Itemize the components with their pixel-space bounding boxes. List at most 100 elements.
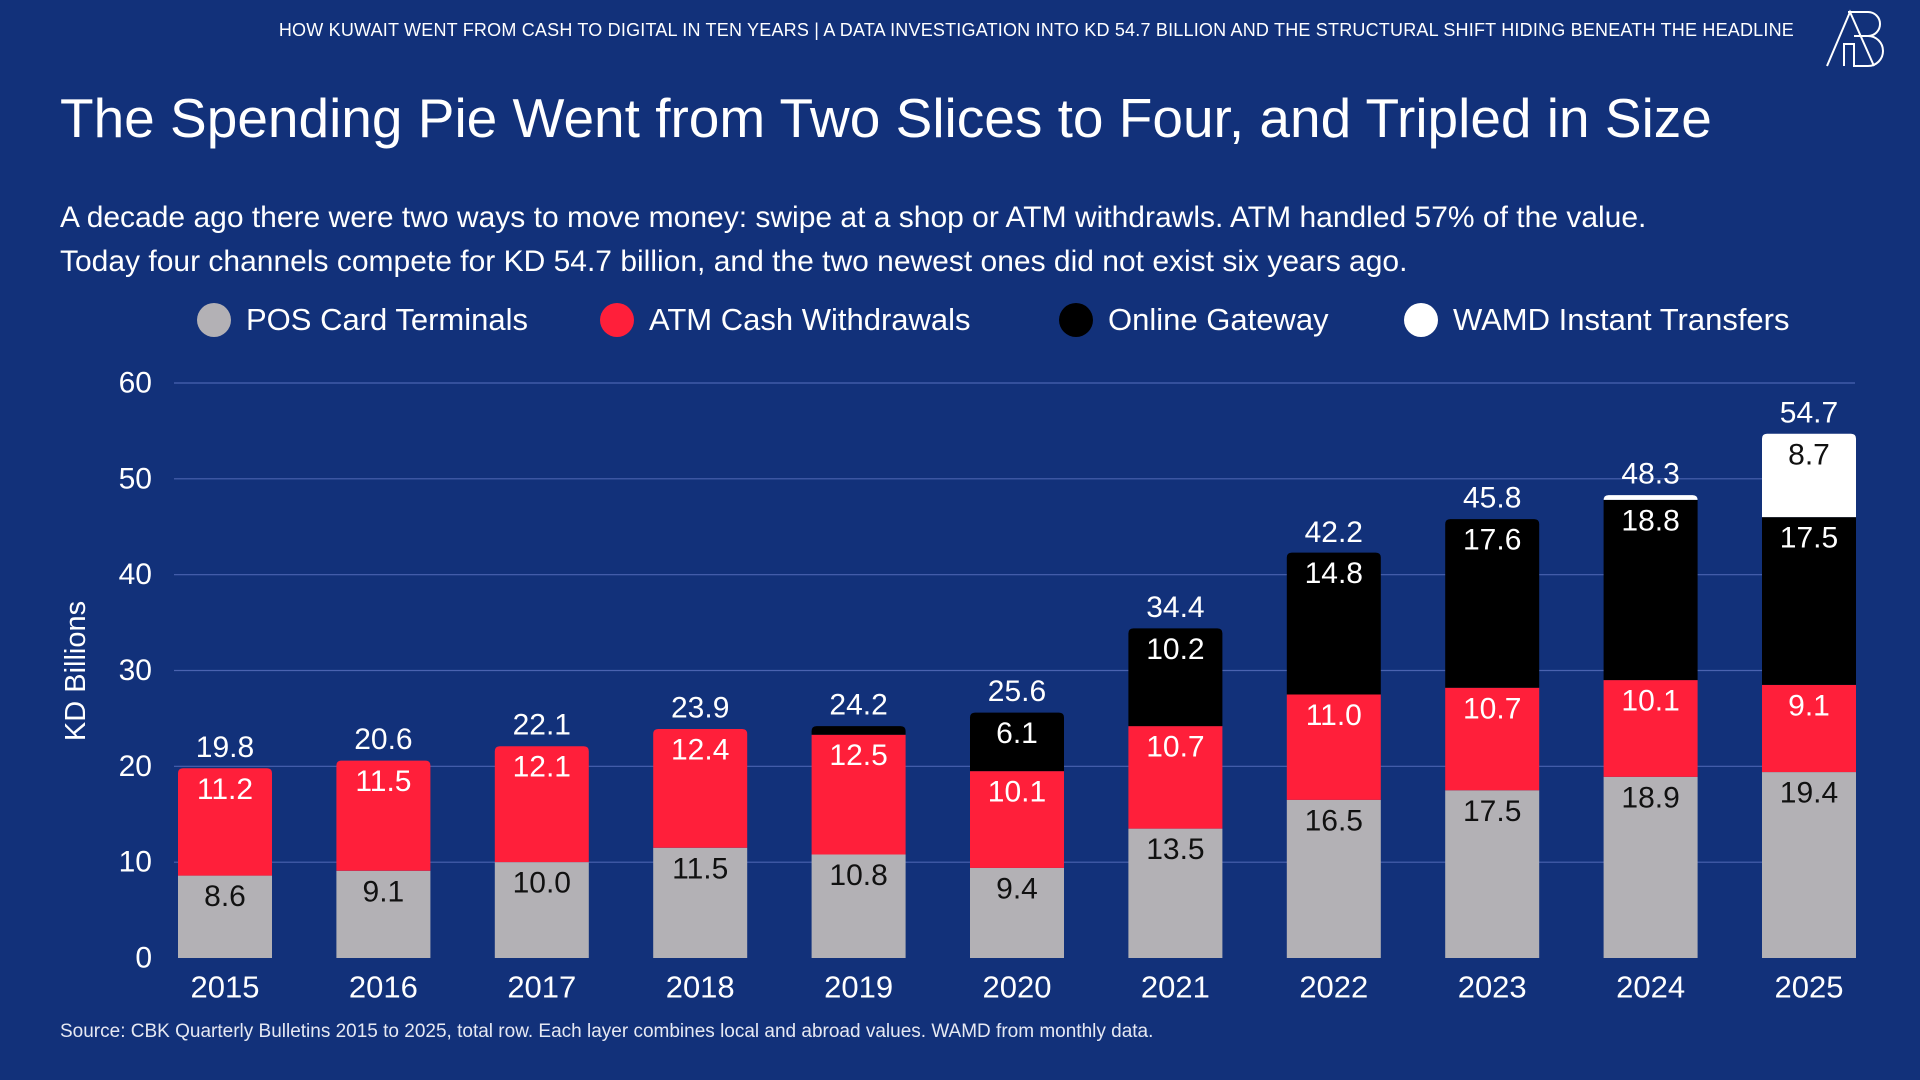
total-label: 34.4 xyxy=(1146,591,1204,624)
x-tick-label: 2015 xyxy=(191,970,260,1005)
bar-segment xyxy=(653,728,748,848)
bar-segment xyxy=(178,875,272,958)
source-note: Source: CBK Quarterly Bulletins 2015 to … xyxy=(60,1021,1154,1042)
legend: POS Card Terminals ATM Cash Withdrawals … xyxy=(0,302,1920,344)
bar-group-2025 xyxy=(1762,433,1856,958)
total-label: 42.2 xyxy=(1305,516,1363,549)
bar-group-2015 xyxy=(178,768,272,958)
bar-group-2016 xyxy=(336,760,431,958)
x-tick-label: 2016 xyxy=(349,970,418,1005)
x-tick-label: 2024 xyxy=(1616,970,1685,1005)
bar-segment xyxy=(1603,776,1698,958)
bar-segment xyxy=(1603,495,1698,501)
segment-label: 17.5 xyxy=(1463,795,1521,828)
segment-label: 8.6 xyxy=(204,880,246,913)
y-tick-label: 50 xyxy=(119,462,152,495)
bar-segment xyxy=(1762,517,1856,685)
segment-label: 10.7 xyxy=(1463,692,1521,725)
total-label: 20.6 xyxy=(354,723,412,756)
subtitle-line-1: A decade ago there were two ways to move… xyxy=(60,201,1647,234)
y-tick-label: 60 xyxy=(119,367,152,400)
segment-label: 9.1 xyxy=(363,875,405,908)
total-label: 19.8 xyxy=(196,731,254,764)
y-tick-label: 0 xyxy=(135,942,152,975)
bar-segment xyxy=(1286,552,1381,695)
segment-label: 8.7 xyxy=(1788,438,1830,471)
x-tick-label: 2025 xyxy=(1775,970,1844,1005)
bar-segment xyxy=(1128,726,1223,829)
bar-segment xyxy=(1762,684,1856,773)
bar-segment xyxy=(970,771,1064,868)
chart-title: The Spending Pie Went from Two Slices to… xyxy=(60,87,1712,149)
x-tick-label: 2019 xyxy=(824,970,893,1005)
total-label: 45.8 xyxy=(1463,482,1521,515)
legend-label: Online Gateway xyxy=(1108,302,1329,337)
bar-segment xyxy=(1286,694,1381,800)
bar-segment xyxy=(178,768,272,876)
bar-segment xyxy=(1445,687,1540,791)
legend-label: POS Card Terminals xyxy=(246,302,528,337)
chart-subtitle: A decade ago there were two ways to move… xyxy=(60,196,1900,284)
total-label: 48.3 xyxy=(1621,458,1679,491)
legend-label: WAMD Instant Transfers xyxy=(1453,302,1790,337)
segment-label: 19.4 xyxy=(1780,777,1838,810)
segment-label: 14.8 xyxy=(1305,557,1363,590)
segment-label: 11.0 xyxy=(1306,699,1362,732)
bar-segment xyxy=(811,726,906,735)
bar-segment xyxy=(970,712,1064,772)
segment-label: 11.2 xyxy=(197,773,253,806)
bar-segment xyxy=(1445,790,1540,958)
total-label: 54.7 xyxy=(1780,396,1838,429)
bar-segment xyxy=(1762,772,1856,958)
bar-segment xyxy=(336,760,431,871)
legend-label: ATM Cash Withdrawals xyxy=(649,302,971,337)
total-label: 23.9 xyxy=(671,691,729,724)
bar-segment xyxy=(1603,499,1698,681)
ab-logo xyxy=(1826,9,1884,67)
bar-segment xyxy=(653,847,748,958)
x-tick-label: 2018 xyxy=(666,970,735,1005)
legend-item-pos: POS Card Terminals xyxy=(197,302,528,338)
x-tick-label: 2020 xyxy=(983,970,1052,1005)
bar-group-2018 xyxy=(653,728,748,958)
y-tick-label: 10 xyxy=(119,846,152,879)
legend-swatch xyxy=(1404,303,1438,337)
bar-group-2021 xyxy=(1128,628,1223,958)
segment-label: 12.4 xyxy=(671,733,729,766)
bar-segment xyxy=(1762,433,1856,518)
bar-segment xyxy=(970,867,1064,958)
segment-label: 17.6 xyxy=(1463,524,1521,557)
bar-group-2019 xyxy=(811,726,906,958)
segment-label: 6.1 xyxy=(996,717,1038,750)
bar-group-2023 xyxy=(1445,519,1540,958)
segment-label: 10.7 xyxy=(1146,731,1204,764)
y-tick-label: 30 xyxy=(119,654,152,687)
legend-swatch xyxy=(197,303,231,337)
total-label: 24.2 xyxy=(829,689,887,722)
bar-segment xyxy=(1128,828,1223,958)
segment-label: 16.5 xyxy=(1305,804,1363,837)
bar-group-2017 xyxy=(494,746,589,958)
segment-label: 10.8 xyxy=(829,859,887,892)
bar-segment xyxy=(1286,799,1381,958)
subtitle-line-2: Today four channels compete for KD 54.7 … xyxy=(60,245,1408,278)
bar-group-2024 xyxy=(1603,495,1698,958)
y-tick-label: 20 xyxy=(119,750,152,783)
y-axis-label: KD Billions xyxy=(60,601,92,741)
segment-label: 10.1 xyxy=(988,776,1046,809)
segment-label: 10.2 xyxy=(1146,633,1204,666)
x-tick-label: 2022 xyxy=(1299,970,1368,1005)
total-label: 22.1 xyxy=(513,709,571,742)
bar-segment xyxy=(494,862,589,958)
segment-label: 11.5 xyxy=(672,852,728,885)
segment-label: 10.1 xyxy=(1621,685,1679,718)
total-label: 25.6 xyxy=(988,675,1046,708)
segment-label: 13.5 xyxy=(1146,833,1204,866)
bar-segment xyxy=(336,870,431,958)
legend-swatch xyxy=(600,303,634,337)
segment-label: 18.9 xyxy=(1621,781,1679,814)
bar-segment xyxy=(494,746,589,863)
legend-item-wamd: WAMD Instant Transfers xyxy=(1404,302,1790,338)
segment-label: 9.4 xyxy=(996,872,1038,905)
